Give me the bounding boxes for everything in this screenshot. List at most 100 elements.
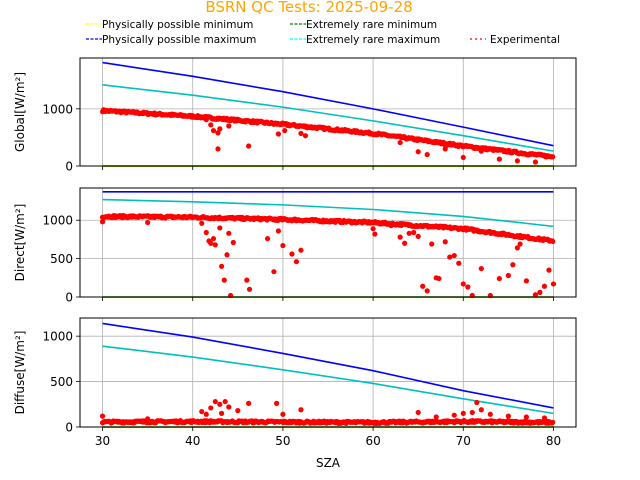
experimental-point bbox=[402, 240, 408, 246]
experimental-point bbox=[215, 130, 221, 136]
experimental-point bbox=[436, 275, 442, 282]
experimental-point bbox=[99, 219, 106, 225]
legend-label: Physically possible minimum bbox=[102, 19, 253, 31]
experimental-point bbox=[505, 413, 511, 419]
experimental-point bbox=[199, 220, 205, 226]
experimental-point bbox=[487, 411, 493, 417]
panel-2: 0 500 1000 Direct[W/m²] bbox=[13, 187, 577, 305]
experimental-point bbox=[451, 252, 457, 259]
experimental-point bbox=[523, 414, 530, 420]
x-tick-label: 80 bbox=[546, 434, 561, 448]
y-tick-label: 0 bbox=[65, 421, 73, 435]
experimental-point bbox=[226, 123, 232, 129]
experimental-point bbox=[415, 233, 421, 239]
experimental-point bbox=[420, 283, 426, 289]
panel-3: 0 500 1000 30 40 50 60 70 80 Diffuse[W/m²] bbox=[13, 317, 577, 448]
experimental-point bbox=[199, 408, 205, 415]
experimental-point bbox=[550, 154, 556, 160]
experimental-point bbox=[469, 409, 475, 416]
experimental-point bbox=[208, 122, 214, 128]
y-axis-label: Diffuse[W/m²] bbox=[13, 331, 27, 415]
x-tick-label: 30 bbox=[95, 434, 110, 448]
legend-label: Physically possible maximum bbox=[102, 34, 256, 46]
experimental-point bbox=[145, 416, 151, 422]
y-tick-label: 1000 bbox=[42, 102, 73, 116]
y-tick-label: 0 bbox=[65, 160, 73, 174]
y-tick-label: 1000 bbox=[42, 214, 73, 228]
y-tick-label: 500 bbox=[50, 375, 73, 389]
y-tick-label: 500 bbox=[50, 252, 73, 266]
experimental-point bbox=[264, 236, 271, 242]
experimental-point bbox=[282, 127, 288, 134]
x-axis-label: SZA bbox=[316, 456, 341, 470]
legend-label: Extremely rare minimum bbox=[306, 19, 437, 31]
experimental-point bbox=[273, 217, 279, 223]
er-max-line bbox=[102, 345, 554, 415]
experimental-point bbox=[224, 252, 230, 258]
y-axis-label: Direct[W/m²] bbox=[13, 204, 27, 282]
experimental-point bbox=[456, 260, 462, 266]
er-max-line bbox=[102, 198, 554, 228]
experimental-point bbox=[271, 269, 277, 275]
experimental-point bbox=[447, 254, 453, 260]
experimental-point bbox=[550, 419, 556, 425]
experimental-point bbox=[218, 263, 225, 269]
experimental-point bbox=[460, 281, 466, 287]
chart-title: BSRN QC Tests: 2025-09-28 bbox=[205, 0, 412, 16]
experimental-point bbox=[275, 228, 281, 234]
experimental-point bbox=[550, 238, 556, 244]
experimental-point bbox=[478, 148, 484, 154]
experimental-point bbox=[523, 278, 530, 284]
experimental-point bbox=[460, 154, 466, 161]
experimental-point bbox=[244, 277, 250, 283]
experimental-point bbox=[415, 409, 421, 416]
experimental-point bbox=[514, 245, 520, 251]
experimental-point bbox=[388, 223, 394, 229]
experimental-point bbox=[442, 146, 448, 152]
experimental-point bbox=[372, 231, 378, 237]
experimental-point bbox=[293, 259, 300, 265]
experimental-point bbox=[541, 283, 548, 289]
experimental-point bbox=[208, 240, 214, 246]
experimental-point bbox=[496, 156, 502, 162]
x-tick-label: 50 bbox=[275, 434, 290, 448]
experimental-point bbox=[517, 241, 523, 247]
experimental-point bbox=[474, 399, 480, 406]
experimental-point bbox=[235, 408, 241, 414]
experimental-point bbox=[510, 262, 516, 268]
axes-frame bbox=[79, 57, 577, 167]
x-tick-label: 40 bbox=[185, 434, 200, 448]
experimental-point bbox=[505, 272, 511, 279]
experimental-point bbox=[532, 159, 539, 165]
experimental-point bbox=[273, 400, 280, 406]
legend-label: Experimental bbox=[490, 34, 560, 46]
legend: Physically possible minimum Physically po… bbox=[86, 19, 560, 46]
experimental-point bbox=[246, 400, 252, 406]
experimental-point bbox=[208, 405, 214, 411]
experimental-point bbox=[226, 404, 232, 410]
experimental-point bbox=[246, 286, 253, 292]
experimental-point bbox=[203, 229, 209, 236]
experimental-point bbox=[275, 131, 281, 137]
experimental-point bbox=[230, 239, 236, 246]
panel-1: 0 1000 Global[W/m²] bbox=[13, 57, 577, 174]
experimental-point bbox=[370, 226, 376, 232]
experimental-point bbox=[478, 407, 484, 413]
experimental-point bbox=[298, 247, 304, 253]
experimental-point bbox=[210, 127, 217, 134]
pp-max-line bbox=[102, 61, 554, 147]
experimental-point bbox=[496, 275, 502, 282]
experimental-point bbox=[406, 230, 412, 236]
y-tick-label: 0 bbox=[65, 291, 73, 305]
experimental-point bbox=[514, 158, 520, 164]
experimental-point bbox=[271, 121, 277, 127]
experimental-point bbox=[222, 398, 228, 405]
experimental-point bbox=[99, 413, 106, 419]
experimental-point bbox=[460, 410, 466, 416]
experimental-point bbox=[415, 149, 421, 155]
experimental-point bbox=[246, 143, 252, 149]
x-tick-label: 60 bbox=[365, 434, 380, 448]
experimental-point bbox=[145, 219, 151, 226]
x-tick-label: 70 bbox=[456, 434, 471, 448]
